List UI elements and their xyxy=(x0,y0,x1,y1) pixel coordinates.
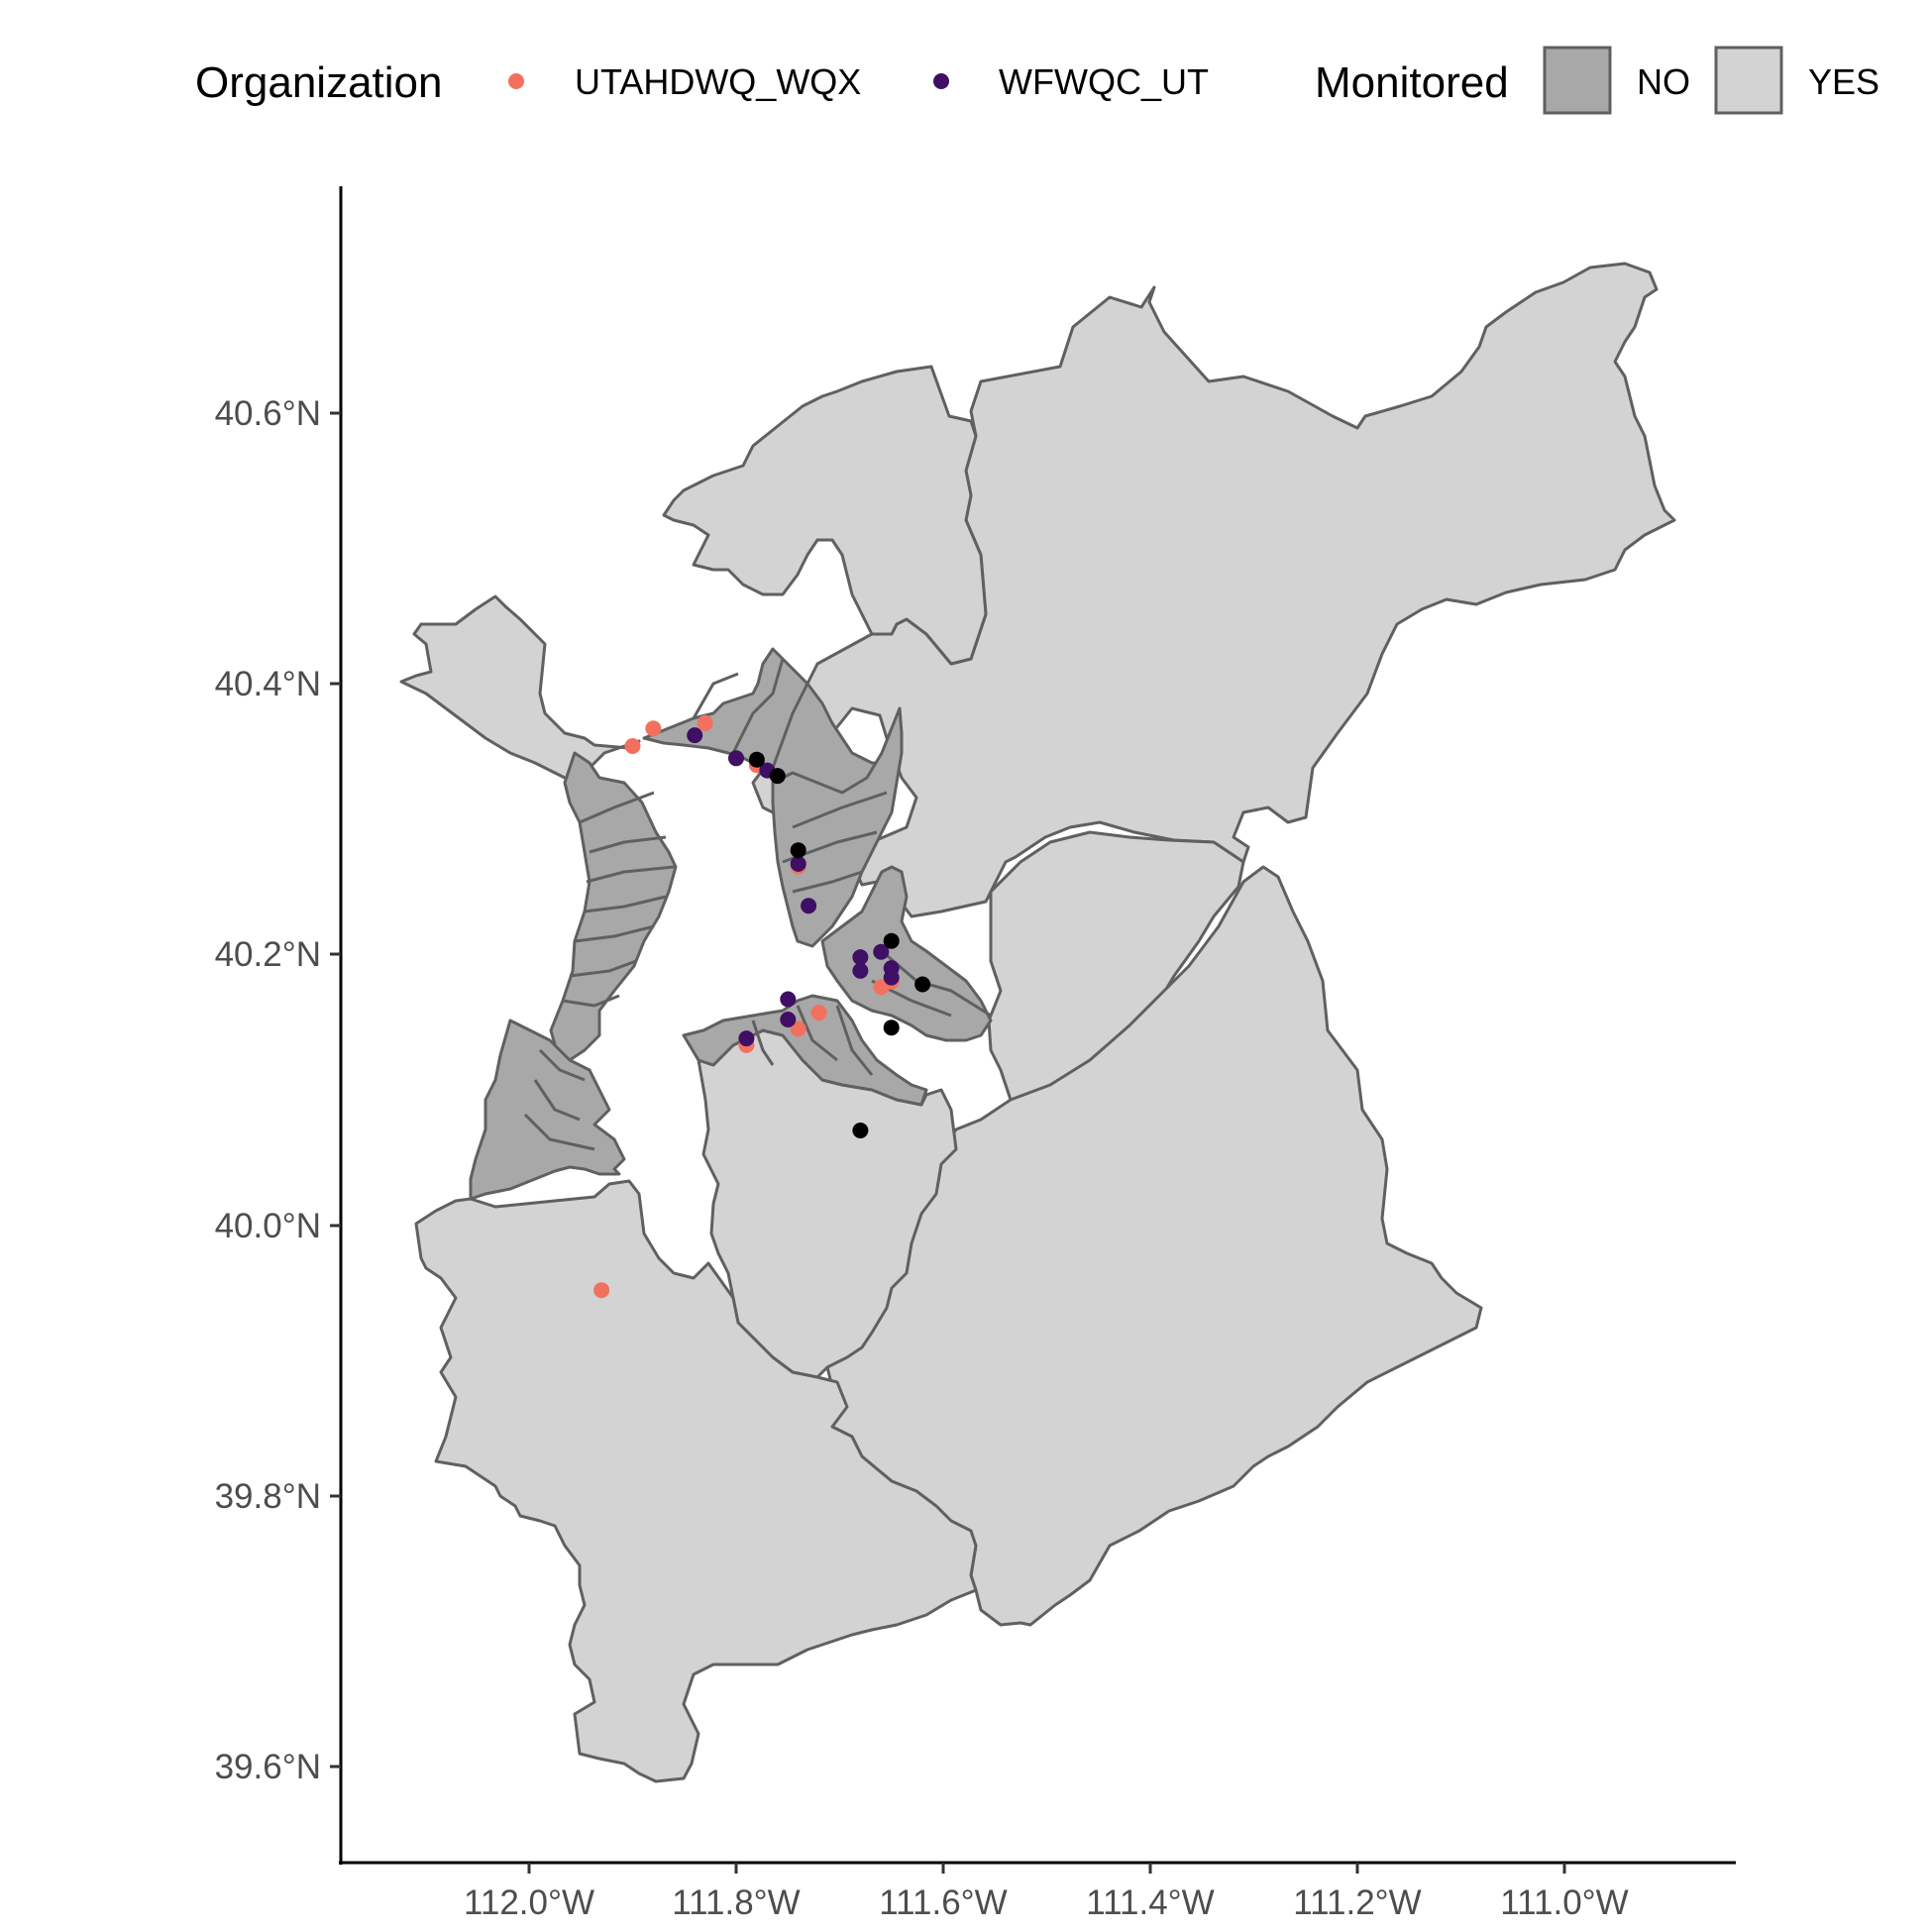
site-point-wfwqc-ut xyxy=(852,949,869,966)
site-point-utahdwq-wqx xyxy=(593,1282,610,1299)
divider-west-strip-4 xyxy=(584,895,667,913)
divider-west-strip-7 xyxy=(562,994,620,1008)
legend-label-utahdwq-wqx: UTAHDWQ_WQX xyxy=(575,61,861,102)
site-point-utahdwq-wqx xyxy=(810,1005,827,1021)
watershed-north-center xyxy=(662,365,988,666)
legend-key-yes xyxy=(1714,46,1783,115)
divider-east-shore-1 xyxy=(792,791,888,829)
watershed-south-shore xyxy=(682,994,928,1107)
site-point-utahdwq-wqx xyxy=(645,720,662,737)
legend-label-no: NO xyxy=(1637,61,1690,102)
y-tick-label: 39.6°N xyxy=(215,1748,321,1786)
site-point-wfwqc-ut xyxy=(801,898,817,914)
watershed-polygons xyxy=(399,262,1676,1783)
x-tick-label: 111.6°W xyxy=(879,1883,1007,1922)
divider-bay-3 xyxy=(523,1113,595,1151)
legend-key-no xyxy=(1543,46,1612,115)
x-tick-label: 112.0°W xyxy=(464,1883,594,1922)
divider-south-shore-3 xyxy=(835,1005,874,1076)
legend-label-yes: YES xyxy=(1808,61,1879,102)
divider-delta-1 xyxy=(881,949,992,1018)
monitored-legend-title: Monitored xyxy=(1315,58,1509,107)
axes: 40.6°N 40.4°N 40.2°N 40.0°N 39.8°N 39.6°… xyxy=(215,186,1736,1922)
site-point-wfwqc-ut xyxy=(852,962,869,979)
site-point-unlabeled xyxy=(852,1123,869,1138)
x-tick-label: 111.4°W xyxy=(1086,1883,1214,1922)
site-point-wfwqc-ut xyxy=(780,991,797,1008)
y-tick-label: 40.6°N xyxy=(215,394,321,433)
site-point-wfwqc-ut xyxy=(687,727,703,744)
divider-west-strip-1 xyxy=(579,791,655,824)
organization-legend: Organization UTAHDWQ_WQX WFWQC_UT xyxy=(195,58,1209,107)
y-axis-ticks: 40.6°N 40.4°N 40.2°N 40.0°N 39.8°N 39.6°… xyxy=(215,394,341,1786)
site-point-wfwqc-ut xyxy=(738,1030,755,1047)
site-point-unlabeled xyxy=(748,751,765,768)
y-tick-label: 40.4°N xyxy=(215,665,321,703)
site-point-unlabeled xyxy=(790,842,806,859)
legend-key-wfwqc-ut xyxy=(933,73,949,89)
legend-key-utahdwq-wqx xyxy=(508,73,524,89)
site-point-unlabeled xyxy=(914,976,931,993)
site-point-unlabeled xyxy=(769,768,786,785)
monitoring-sites xyxy=(593,714,931,1299)
site-point-utahdwq-wqx xyxy=(790,1020,806,1037)
x-tick-label: 111.2°W xyxy=(1293,1883,1421,1922)
x-tick-label: 111.0°W xyxy=(1500,1883,1628,1922)
legend-label-wfwqc-ut: WFWQC_UT xyxy=(999,61,1209,102)
divider-west-strip-2 xyxy=(589,835,667,854)
y-tick-label: 39.8°N xyxy=(215,1477,321,1516)
site-point-wfwqc-ut xyxy=(883,969,900,986)
y-tick-label: 40.0°N xyxy=(215,1207,321,1245)
watershed-southwest-bay xyxy=(469,1019,626,1201)
watershed-southwest xyxy=(414,1179,978,1783)
divider-north-shore-2 xyxy=(731,658,785,754)
divider-east-shore-3 xyxy=(792,870,863,894)
watershed-northwest xyxy=(399,594,641,785)
divider-north-shore-3 xyxy=(771,683,809,769)
divider-west-strip-3 xyxy=(586,865,675,884)
divider-south-shore-2 xyxy=(796,1005,838,1062)
watershed-southeast-shore xyxy=(820,865,993,1042)
site-point-wfwqc-ut xyxy=(780,1012,797,1027)
x-tick-label: 111.8°W xyxy=(672,1883,800,1922)
site-point-wfwqc-ut xyxy=(728,750,744,767)
site-point-unlabeled xyxy=(883,1020,900,1036)
divider-west-strip-5 xyxy=(574,924,655,943)
site-point-wfwqc-ut xyxy=(873,943,890,960)
divider-south-shore-1 xyxy=(751,1020,775,1066)
y-tick-label: 40.2°N xyxy=(215,935,321,974)
divider-north-shore-1 xyxy=(692,672,739,719)
divider-bay-2 xyxy=(533,1079,581,1122)
site-point-utahdwq-wqx xyxy=(697,714,713,731)
site-point-unlabeled xyxy=(883,932,900,949)
site-point-utahdwq-wqx xyxy=(624,738,641,754)
monitored-legend: Monitored NO YES xyxy=(1315,46,1879,115)
x-axis-ticks: 112.0°W 111.8°W 111.6°W 111.4°W 111.2°W … xyxy=(464,1863,1629,1922)
legend: Organization UTAHDWQ_WQX WFWQC_UT Monito… xyxy=(195,46,1879,115)
divider-west-strip-6 xyxy=(569,959,637,978)
organization-legend-title: Organization xyxy=(195,58,442,107)
watershed-east-shore xyxy=(771,706,904,948)
site-point-wfwqc-ut xyxy=(790,855,806,872)
divider-bay-1 xyxy=(538,1048,586,1082)
